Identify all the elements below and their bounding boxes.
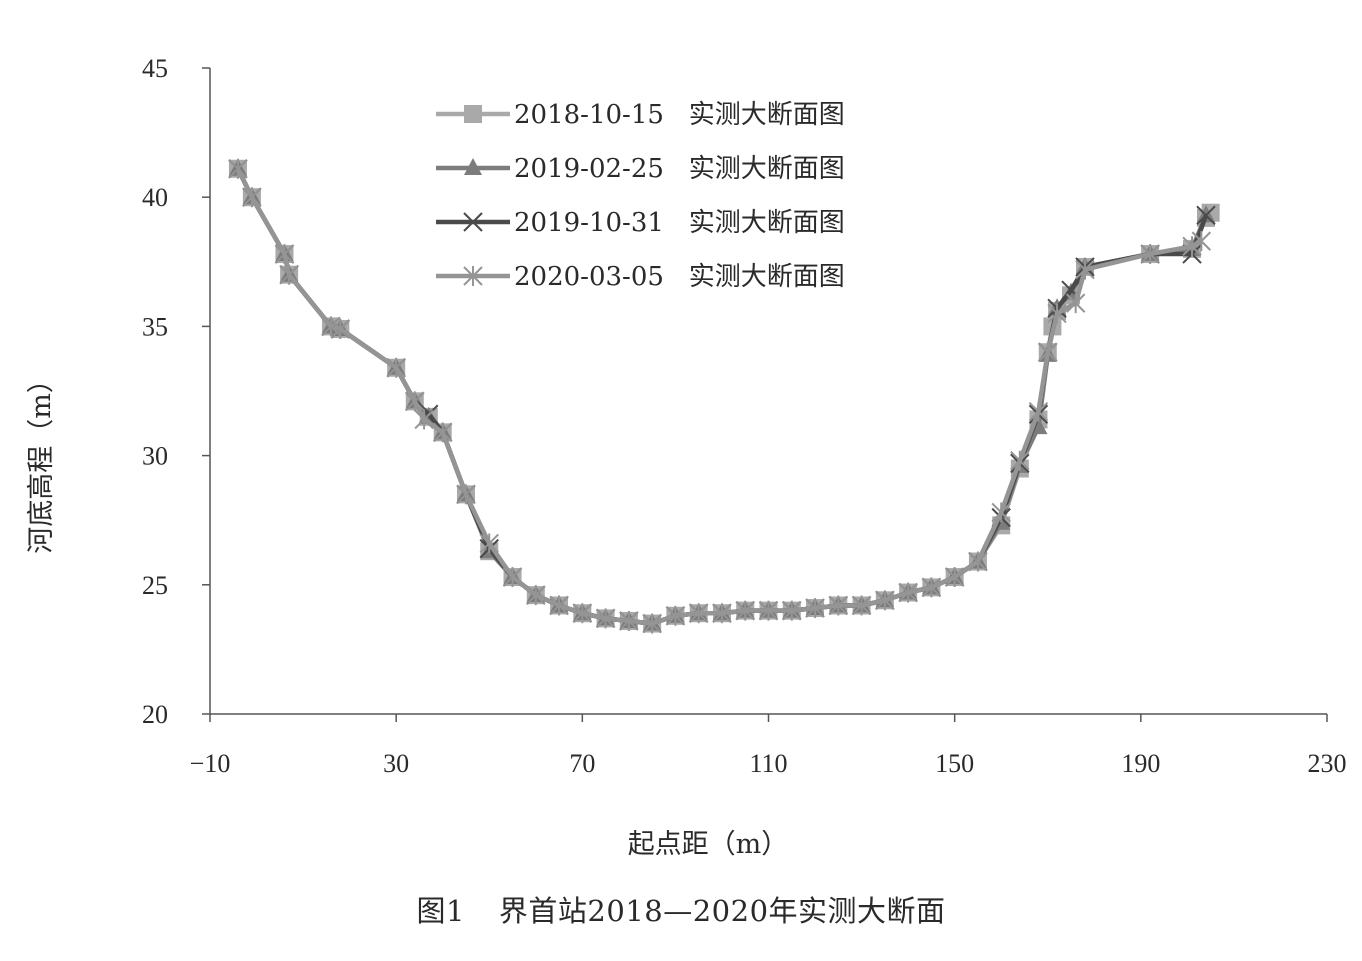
legend-label: 2019-02-25 实测大断面图	[514, 154, 845, 184]
x-tick-label: 190	[1121, 749, 1160, 778]
data-point	[405, 391, 425, 412]
data-point	[1047, 303, 1067, 324]
data-point	[464, 158, 482, 175]
data-point	[968, 551, 988, 572]
x-tick-label: 110	[749, 749, 787, 778]
y-tick-label: 25	[142, 571, 168, 600]
legend-item: 2019-02-25 实测大断面图	[436, 154, 845, 184]
data-point	[782, 600, 802, 621]
data-point	[479, 533, 499, 554]
data-point	[595, 608, 616, 629]
data-point	[688, 603, 709, 624]
legend-label: 2019-10-31 实测大断面图	[514, 208, 845, 238]
data-point	[1028, 401, 1049, 422]
y-tick-label: 30	[142, 442, 168, 471]
data-point	[1196, 205, 1216, 225]
data-point	[1075, 259, 1095, 280]
data-point	[875, 590, 895, 611]
data-point	[433, 422, 453, 443]
figure-caption: 图1 界首站2018—2020年实测大断面	[0, 888, 1362, 930]
data-point	[1010, 450, 1030, 471]
data-point	[758, 600, 779, 621]
y-tick-label: 20	[142, 700, 168, 729]
plot-area	[228, 158, 1220, 634]
data-point	[805, 598, 825, 619]
axes: 20 25 30 35 40 45 −10 30 70 110 150 190 230	[142, 54, 1347, 778]
data-point	[1182, 236, 1202, 257]
data-point	[526, 585, 546, 606]
y-tick-label: 40	[142, 183, 168, 212]
data-point	[642, 613, 662, 634]
data-point	[279, 264, 299, 285]
x-tick-label: 230	[1308, 749, 1347, 778]
data-point	[228, 158, 248, 179]
data-point	[735, 600, 755, 621]
data-point	[330, 318, 351, 339]
legend: 2018-10-15 实测大断面图 2019-02-25 实测大断面图 2019-1…	[436, 100, 845, 292]
y-tick-label: 35	[142, 312, 168, 341]
data-point	[456, 484, 476, 505]
x-axis-title: 起点距（m）	[628, 829, 789, 860]
data-point	[463, 266, 483, 286]
legend-item: 2019-10-31 实测大断面图	[436, 208, 845, 238]
data-point	[1196, 205, 1215, 223]
data-point	[898, 582, 918, 603]
data-point	[463, 212, 483, 232]
data-point	[619, 610, 639, 631]
legend-label: 2020-03-05 实测大断面图	[514, 262, 845, 292]
data-point	[386, 357, 406, 378]
data-point	[851, 595, 872, 616]
data-point	[242, 187, 262, 208]
data-point	[712, 603, 732, 624]
y-axis-title: 河底高程（m）	[26, 366, 57, 554]
data-point	[991, 502, 1011, 523]
data-point	[828, 595, 849, 616]
data-point	[464, 105, 482, 123]
data-point	[1191, 231, 1212, 252]
data-point	[944, 567, 965, 588]
series-4	[228, 158, 1212, 634]
data-point	[572, 603, 593, 624]
data-point	[414, 409, 434, 430]
data-point	[1038, 342, 1058, 363]
figure-number: 图1	[416, 894, 465, 928]
data-point	[549, 595, 569, 616]
data-point	[274, 244, 295, 265]
y-tick-label: 45	[142, 54, 168, 83]
data-point	[921, 577, 942, 598]
x-tick-label: 30	[383, 749, 409, 778]
figure-title: 界首站2018—2020年实测大断面	[498, 894, 946, 928]
x-tick-label: 70	[569, 749, 595, 778]
x-tick-label: −10	[190, 749, 231, 778]
data-point	[1140, 244, 1160, 265]
data-point	[502, 567, 523, 588]
data-point	[1065, 293, 1086, 314]
data-point	[665, 605, 686, 626]
x-tick-label: 150	[935, 749, 974, 778]
legend-item: 2018-10-15 实测大断面图	[436, 100, 845, 130]
legend-label: 2018-10-15 实测大断面图	[514, 100, 845, 130]
legend-item: 2020-03-05 实测大断面图	[436, 262, 845, 292]
